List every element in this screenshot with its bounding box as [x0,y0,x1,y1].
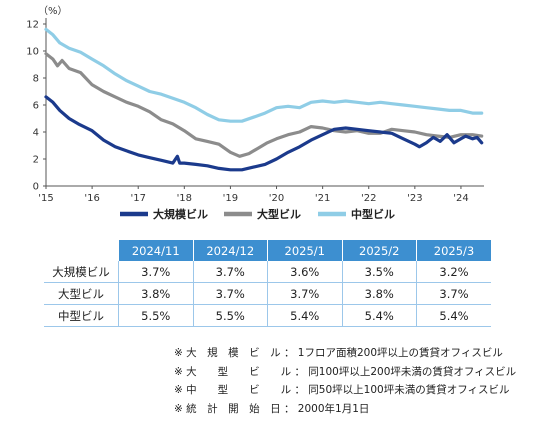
x-tick-label: '22 [361,193,376,204]
y-tick-label: 2 [33,155,39,166]
table-cell: 3.7% [267,282,342,305]
footnote: ※ 大 規 模 ビ ル ： 1フロア面積200坪以上の賃貸オフィスビル [174,347,503,359]
y-tick-label: 6 [33,101,39,112]
table-row-label: 大型ビル [44,282,119,305]
table-cell: 3.5% [341,261,417,283]
table-cell: 5.4% [267,304,342,327]
chart-legend: 大規模ビル 大型ビル 中型ビル [120,207,395,221]
y-axis-unit-label: （%） [38,5,68,17]
x-tick-label: '17 [130,193,145,204]
table-cell: 3.7% [118,261,193,283]
footnote: ※ 統 計 開 始 日 ： 2000年1月1日 [174,402,370,415]
table-row: 中型ビル 5.5% 5.5% 5.4% 5.4% 5.4% [44,304,491,327]
table-row-label: 大規模ビル [44,261,119,283]
x-tick-label: '21 [315,193,330,204]
table-header-row: 2024/11 2024/12 2025/1 2025/2 2025/3 [44,240,491,261]
footnote: ※ 大 型 ビ ル ： 同100坪以上200坪未満の賃貸オフィスビル [174,365,517,378]
table-column-header: 2024/12 [192,240,268,261]
y-tick-label: 8 [33,74,39,85]
table-cell: 3.7% [416,282,491,305]
table-cell: 3.2% [416,261,491,283]
table-cell: 5.5% [118,304,193,327]
table-row-label: 中型ビル [44,304,119,327]
legend-label: 大規模ビル [153,207,208,221]
table-row: 大規模ビル 3.7% 3.7% 3.6% 3.5% 3.2% [44,261,491,283]
x-tick-label: '20 [269,193,284,204]
y-tick-label: 10 [26,47,39,58]
table-column-header: 2025/3 [416,240,491,261]
x-tick-label: '18 [177,193,192,204]
legend-label: 中型ビル [351,207,395,221]
vacancy-rate-table: 2024/11 2024/12 2025/1 2025/2 2025/3 大規模… [44,240,491,327]
footnote: ※ 中 型 ビ ル ： 同50坪以上100坪未満の賃貸オフィスビル [174,384,510,397]
x-tick-label: '15 [38,193,53,204]
x-tick-label: '19 [223,193,238,204]
x-tick-label: '24 [453,193,468,204]
table-cell: 3.8% [118,282,193,305]
chart-axes: 0 2 4 6 8 10 12 '15 '16 '17 '18 '19 '20 '21 '22 '23 '24 [26,18,484,204]
footnotes: ※ 大 規 模 ビ ル ： 1フロア面積200坪以上の賃貸オフィスビル ※ 大 … [174,344,516,418]
table-cell: 5.4% [416,304,491,327]
y-tick-label: 4 [33,128,39,139]
table-cell: 3.8% [341,282,417,305]
table-cell: 3.7% [192,261,268,283]
chart-series-group [44,27,484,172]
vacancy-rate-line-chart: （%） 0 2 4 6 8 10 12 '15 '16 '17 '18 '19 '20 '21 '22 '23… [26,5,484,221]
series-line-0 [44,95,484,172]
table-cell: 3.6% [267,261,342,283]
x-tick-label: '16 [84,193,99,204]
series-line-2 [44,27,484,123]
series-line-1 [44,52,484,158]
table-cell: 3.7% [192,282,268,305]
x-tick-label: '23 [407,193,422,204]
legend-label: 大型ビル [257,207,301,221]
table-corner-cell [44,240,119,261]
y-tick-label: 12 [26,20,39,31]
table-column-header: 2025/2 [341,240,417,261]
y-tick-label: 0 [33,182,39,193]
table-cell: 5.5% [192,304,268,327]
table-column-header: 2024/11 [118,240,193,261]
table-cell: 5.4% [341,304,417,327]
table-row: 大型ビル 3.8% 3.7% 3.7% 3.8% 3.7% [44,282,491,305]
table-column-header: 2025/1 [267,240,342,261]
